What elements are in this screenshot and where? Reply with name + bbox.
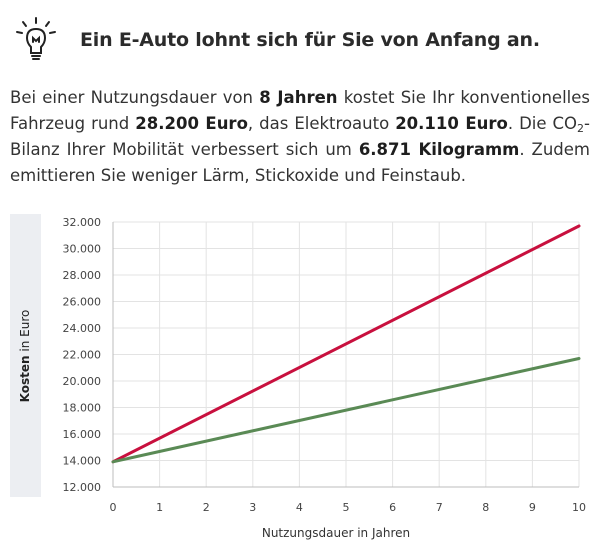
intro-years: 8 Jahren	[259, 88, 338, 107]
header: Ein E-Auto lohnt sich für Sie von Anfang…	[12, 10, 592, 70]
intro-text-6: . Zudem emittieren Sie weniger Lärm, Sti…	[10, 140, 591, 185]
y-axis-label-panel	[10, 214, 41, 497]
y-tick-label: 30.000	[63, 243, 102, 256]
x-axis-label: Nutzungsdauer in Jahren	[262, 526, 410, 540]
x-tick-label: 3	[249, 501, 256, 514]
x-tick-label: 5	[343, 501, 350, 514]
y-tick-label: 20.000	[63, 375, 102, 388]
y-tick-label: 24.000	[63, 322, 102, 335]
x-tick-label: 8	[482, 501, 489, 514]
y-tick-label: 18.000	[63, 402, 102, 415]
series-line-2	[111, 356, 581, 464]
intro-co2-subscript: 2	[577, 122, 585, 135]
intro-text-2: kostet Sie Ihr konventionelles Fahrzeug …	[10, 88, 590, 133]
y-tick-label: 26.000	[63, 296, 102, 309]
x-tick-label: 1	[156, 501, 163, 514]
intro-co2-saving: 6.871 Kilogramm	[358, 140, 520, 159]
x-tick-label: 9	[529, 501, 536, 514]
x-tick-label: 0	[110, 501, 117, 514]
intro-text: Bei einer Nutzungsdauer von 8 Jahren kos…	[10, 85, 590, 189]
y-tick-label: 14.000	[63, 455, 102, 468]
y-tick-label: 16.000	[63, 428, 102, 441]
y-tick-label: 22.000	[63, 349, 102, 362]
y-tick-label: 12.000	[63, 481, 102, 494]
x-tick-label: 4	[296, 501, 303, 514]
series-line-1	[111, 224, 581, 464]
y-tick-label: 32.000	[63, 216, 102, 229]
intro-text-3: , das Elektroauto	[247, 114, 396, 133]
x-tick-label: 6	[389, 501, 396, 514]
x-tick-label: 2	[203, 501, 210, 514]
intro-conventional-cost: 28.200 Euro	[135, 114, 248, 133]
lightbulb-icon	[16, 17, 56, 60]
intro-text-5: -Bilanz Ihrer Mobilität verbessert sich …	[10, 114, 591, 159]
page-title: Ein E-Auto lohnt sich für Sie von Anfang…	[80, 29, 540, 51]
intro-electric-cost: 20.110 Euro	[395, 114, 508, 133]
x-tick-label: 10	[572, 501, 586, 514]
intro-text-4: . Die CO	[507, 114, 578, 133]
y-tick-label: 28.000	[63, 269, 102, 282]
x-tick-label: 7	[436, 501, 443, 514]
intro-text-1: Bei einer Nutzungsdauer von	[10, 88, 260, 107]
